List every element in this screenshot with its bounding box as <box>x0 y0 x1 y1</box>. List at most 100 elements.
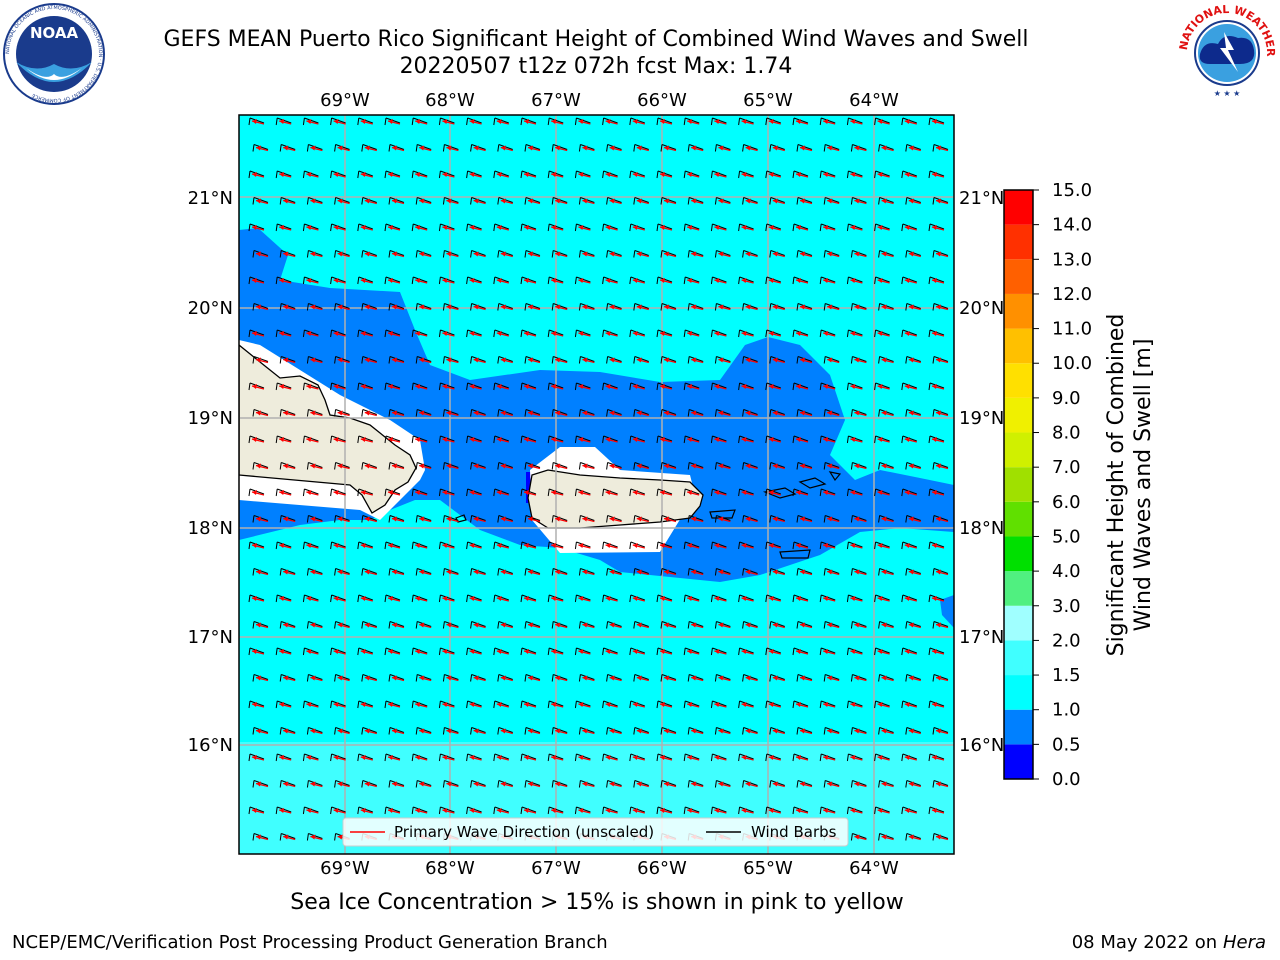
wind-barb <box>330 541 346 550</box>
wind-barb <box>656 223 673 232</box>
wave-arrow <box>850 331 863 337</box>
wind-barb <box>384 170 401 179</box>
wave-arrow <box>391 569 405 576</box>
wave-arrow <box>500 410 513 417</box>
wind-barb <box>765 647 781 656</box>
wind-barb <box>438 541 455 550</box>
wind-barb <box>578 674 595 682</box>
wind-barb <box>470 197 486 205</box>
wind-barb <box>629 170 645 179</box>
wave-arrow <box>768 225 781 231</box>
wind-barb <box>606 250 622 258</box>
wind-barb <box>438 117 455 126</box>
lon-label: 65°W <box>743 858 793 879</box>
wave-arrow <box>306 384 319 390</box>
wave-arrow <box>387 225 401 231</box>
wave-arrow <box>337 198 350 205</box>
lon-label: 69°W <box>320 858 370 879</box>
wind-barb <box>524 197 541 205</box>
wave-arrow <box>387 437 401 443</box>
wave-arrow <box>741 384 754 390</box>
wave-arrow <box>582 410 595 417</box>
wind-barb <box>334 462 350 470</box>
wind-barb <box>633 621 649 629</box>
wind-barb <box>819 594 836 603</box>
wave-arrow <box>523 649 537 655</box>
wave-arrow <box>609 728 622 735</box>
wave-arrow <box>279 490 292 496</box>
wave-arrow <box>251 119 265 125</box>
wave-arrow <box>255 251 269 258</box>
wave-arrow <box>473 251 486 258</box>
wind-barb <box>520 170 537 179</box>
wave-arrow <box>827 463 840 470</box>
wind-barb <box>252 197 269 205</box>
wave-arrow <box>310 781 323 788</box>
wind-barb <box>850 250 867 258</box>
wind-barb <box>629 329 645 338</box>
wind-barb <box>574 117 591 126</box>
wave-arrow <box>850 119 863 125</box>
wave-arrow <box>854 569 867 576</box>
wave-arrow <box>469 649 482 655</box>
wave-arrow <box>387 119 401 125</box>
wave-arrow <box>772 675 785 682</box>
wave-arrow <box>251 278 265 284</box>
wind-barb <box>279 409 296 417</box>
wave-arrow <box>527 251 541 258</box>
wave-arrow <box>523 331 537 337</box>
wave-arrow <box>904 384 917 390</box>
wave-arrow <box>523 755 537 761</box>
wind-barb <box>302 329 319 338</box>
wave-arrow <box>310 145 323 152</box>
wind-barb <box>493 753 509 762</box>
lon-label: 68°W <box>425 858 475 879</box>
wind-barb <box>357 435 373 444</box>
wind-barb <box>660 674 677 682</box>
wave-arrow <box>741 278 754 284</box>
wave-arrow <box>283 198 296 205</box>
wave-arrow <box>632 384 645 390</box>
wave-arrow <box>251 490 265 496</box>
wave-arrow <box>251 702 265 708</box>
wave-arrow <box>387 490 401 496</box>
wave-arrow <box>632 649 645 655</box>
wind-barb <box>578 197 595 205</box>
wave-arrow <box>636 357 649 364</box>
wave-arrow <box>446 410 459 417</box>
wind-barb <box>361 568 377 576</box>
wave-arrow <box>496 225 509 231</box>
wave-arrow <box>854 516 867 523</box>
wave-arrow <box>527 145 541 152</box>
wind-barb <box>248 382 265 391</box>
wave-arrow <box>632 225 645 231</box>
wind-barb <box>656 488 673 497</box>
wave-arrow <box>605 755 618 761</box>
wave-arrow <box>768 384 781 390</box>
wave-arrow <box>881 622 894 629</box>
wave-arrow <box>908 198 921 205</box>
wind-barb <box>819 488 836 497</box>
wave-arrow <box>391 781 405 788</box>
wave-arrow <box>718 251 731 258</box>
wind-barb <box>850 833 867 841</box>
wave-arrow <box>850 543 863 549</box>
wave-arrow <box>578 119 591 125</box>
wind-barb <box>629 806 645 815</box>
wind-barb <box>248 223 265 232</box>
wind-barb <box>574 541 591 550</box>
wind-barb <box>714 356 731 364</box>
wave-arrow <box>500 251 513 258</box>
wave-arrow <box>551 172 564 178</box>
wave-arrow <box>360 702 373 708</box>
wave-arrow <box>691 622 704 629</box>
wind-barb <box>384 647 401 656</box>
wave-arrow <box>718 675 731 682</box>
wind-barb <box>415 727 432 735</box>
wind-barb <box>415 462 432 470</box>
wind-barb <box>660 250 677 258</box>
wind-barb <box>850 356 867 364</box>
wave-arrow <box>877 172 890 178</box>
wind-barb <box>714 727 731 735</box>
wave-arrow <box>578 384 591 390</box>
